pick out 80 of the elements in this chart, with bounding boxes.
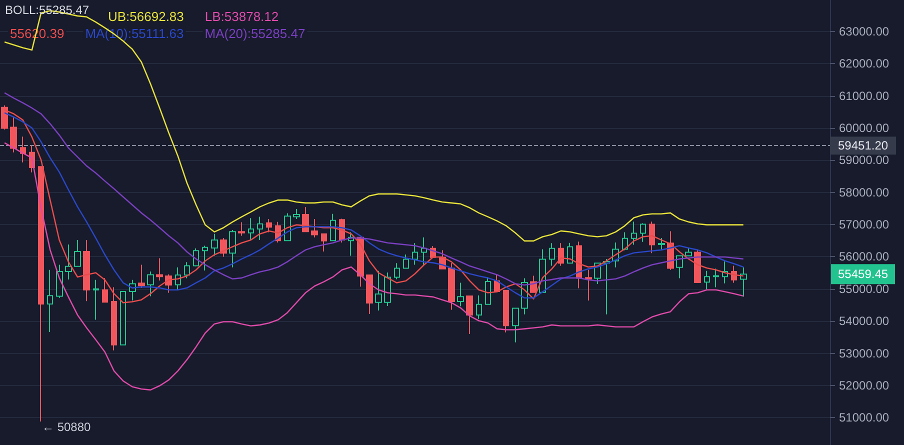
series-label: UB:56692.83 [108,9,184,24]
candlestick [120,290,126,346]
candlestick [93,279,99,320]
y-tick-label: 51000.00 [839,410,890,425]
candlestick [229,229,236,268]
candlestick [156,258,163,282]
candlestick [211,233,218,256]
ref-line-label: 59451.20 [838,138,888,153]
candlestick [111,286,117,351]
candlestick [65,244,72,280]
annotation: BOLL:55285.47 [5,3,90,17]
candlestick [366,274,373,314]
candlestick [448,262,455,310]
candlestick [466,295,473,334]
line-series [4,142,744,391]
y-tick-label: 62000.00 [839,56,890,71]
candlestick [694,249,701,283]
candlestick [457,282,464,307]
candlestick [257,216,263,240]
candlestick [685,248,692,256]
candlestick [47,269,53,333]
candlestick [147,271,154,297]
candlestick [266,218,272,233]
y-tick-label: 53000.00 [839,346,890,360]
y-tick-label: 56000.00 [839,250,890,264]
candlestick [384,272,391,306]
text: 55459.45 [838,267,888,282]
y-tick-label: 52000.00 [839,378,890,392]
y-tick-label: 57000.00 [839,218,890,232]
candlestick [311,218,318,238]
candlestick [603,258,610,315]
candlestick [676,255,683,279]
y-tick-label: 59000.00 [839,153,890,168]
candlestick [20,136,26,163]
candlestick [102,277,108,303]
y-tick-label: 58000.00 [839,185,890,200]
candlestick [83,239,90,302]
candlestick [549,242,555,266]
candlestick [476,294,482,320]
line-series [4,92,744,286]
y-tick-label: 63000.00 [839,24,890,38]
y-tick-label: 60000.00 [839,120,890,135]
candlestick [640,222,646,242]
candlestick [293,208,300,220]
candlestick [622,232,628,250]
candlestick [512,308,519,343]
candlestick [403,254,409,269]
candlestick [567,242,573,264]
candlestick [485,276,491,305]
y-tick-label: 55000.00 [839,282,890,296]
candlestick [704,270,710,290]
text: LB:53878.12 [204,9,279,24]
candlestick [503,290,509,333]
candlestick [202,245,208,272]
candlestick [38,166,44,422]
candlestick [558,242,564,266]
annotation: ← 50880 [42,420,92,434]
candlestick [713,268,719,288]
candlestick [631,221,637,246]
candlestick [649,221,655,254]
candlestick [394,262,400,280]
candlestick [10,116,17,153]
candlestick [248,218,254,240]
candlestick [238,222,245,236]
y-tick-label: 61000.00 [839,88,890,103]
candlestick [193,248,199,267]
candlestick [375,270,382,311]
candlestick [175,266,181,291]
candlestick [585,269,592,301]
candlestick [74,239,81,267]
text: MA(20):55285.47 [204,26,306,41]
candlestick [421,236,427,266]
candlestick [740,266,747,298]
candlestick [184,262,190,279]
candlestick [321,233,327,252]
candlestick [138,264,145,288]
candlestick [1,104,8,130]
candlestick [412,242,418,266]
y-tick-label: 54000.00 [839,314,890,328]
candlestick [658,238,665,251]
